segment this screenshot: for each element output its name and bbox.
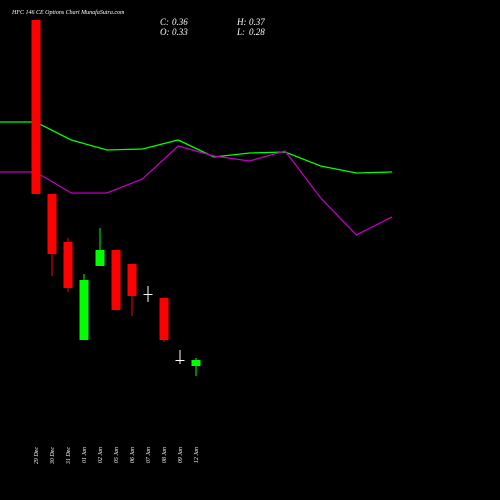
x-tick-label: 01 Jan [82,447,88,463]
candle-body [191,360,201,366]
x-tick-label: 02 Jan [98,447,104,463]
x-tick-label: 30 Dec [50,447,56,465]
x-tick-label: 05 Jan [114,447,120,463]
candle-body [175,360,185,361]
ohlc-label: C: [160,17,169,27]
ohlc-label: L: [236,27,245,37]
candle-body [143,294,153,295]
indicator-line [0,145,393,236]
ohlc-label: O: [160,27,170,37]
candle-body [95,250,105,266]
x-tick-label: 31 Dec [66,447,72,465]
ohlc-value: 0.28 [249,27,265,37]
indicator-line [0,121,393,174]
ohlc-value: 0.33 [172,27,188,37]
x-tick-label: 12 Jan [194,447,200,463]
ohlc-value: 0.36 [172,17,188,27]
candle-body [159,298,169,340]
ohlc-label: H: [236,17,247,27]
candle-body [31,20,41,194]
chart-title: HFC 146 CE Options Chart MunafaSutra.com [11,9,125,16]
candle-body [47,194,57,254]
candle-body [79,280,89,340]
x-tick-label: 08 Jan [162,447,168,463]
ohlc-value: 0.37 [249,17,265,27]
candle-body [127,264,137,296]
x-tick-label: 09 Jan [178,447,184,463]
x-tick-label: 29 Dec [34,447,40,464]
x-tick-label: 07 Jan [146,447,152,463]
x-tick-label: 06 Jan [130,447,136,463]
candle-body [111,250,121,310]
candle-body [63,242,73,288]
